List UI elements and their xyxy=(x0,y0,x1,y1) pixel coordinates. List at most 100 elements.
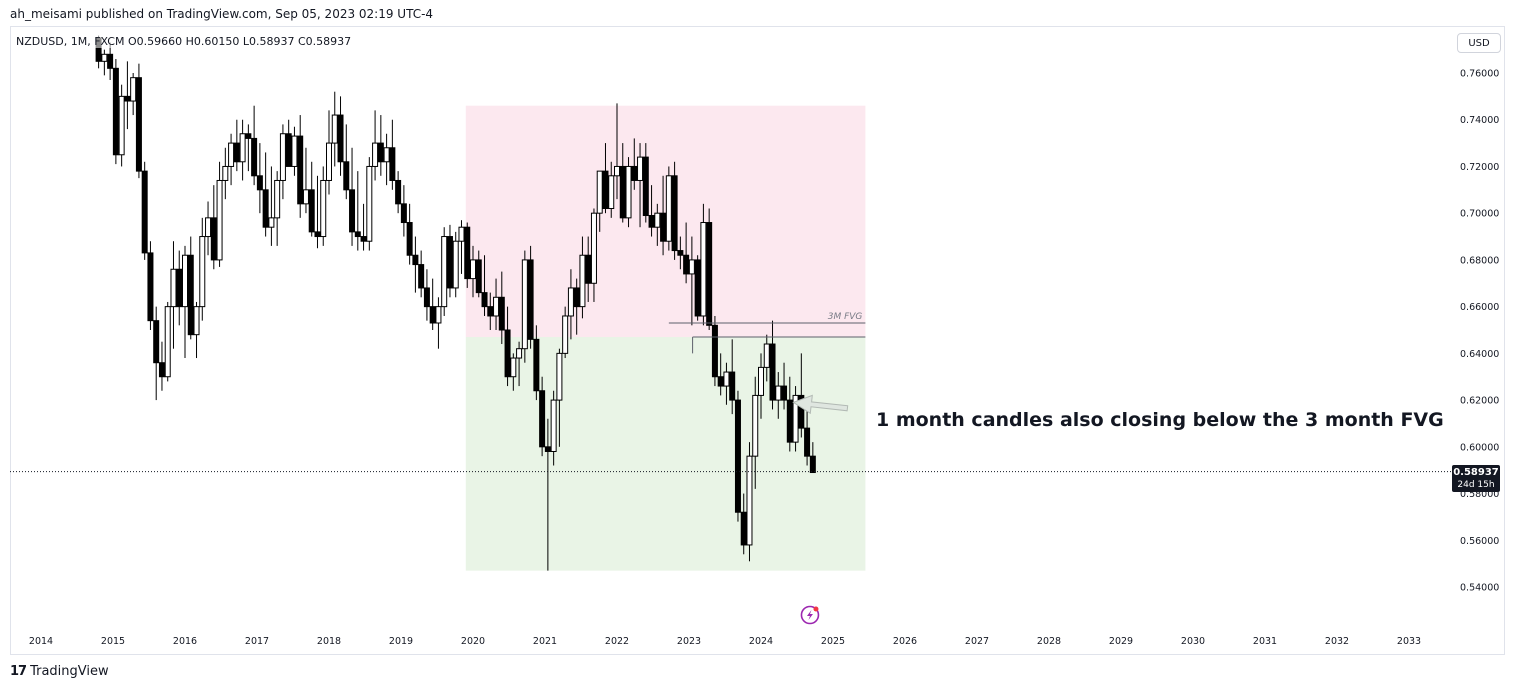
bear-candle[interactable] xyxy=(400,203,407,224)
bear-candle[interactable] xyxy=(124,95,131,102)
bear-candle[interactable] xyxy=(308,189,315,233)
bull-candle[interactable] xyxy=(118,95,125,156)
bull-candle[interactable] xyxy=(775,385,782,401)
bull-candle[interactable] xyxy=(562,315,569,354)
bear-candle[interactable] xyxy=(798,394,805,429)
bear-candle[interactable] xyxy=(619,165,626,219)
bull-candle[interactable] xyxy=(579,254,586,308)
bull-candle[interactable] xyxy=(164,306,171,378)
bear-candle[interactable] xyxy=(602,170,609,210)
bear-candle[interactable] xyxy=(464,226,471,280)
bear-candle[interactable] xyxy=(418,264,425,289)
bull-candle[interactable] xyxy=(550,399,557,452)
bear-candle[interactable] xyxy=(314,231,321,238)
bear-candle[interactable] xyxy=(539,390,546,448)
bull-candle[interactable] xyxy=(274,179,281,219)
bull-candle[interactable] xyxy=(763,343,770,368)
bull-candle[interactable] xyxy=(130,77,137,102)
bear-candle[interactable] xyxy=(141,170,148,254)
bear-candle[interactable] xyxy=(158,362,165,378)
bull-candle[interactable] xyxy=(746,455,753,546)
bear-candle[interactable] xyxy=(694,259,701,317)
bull-candle[interactable] xyxy=(199,236,206,308)
bull-candle[interactable] xyxy=(614,165,620,177)
bull-candle[interactable] xyxy=(590,212,597,284)
bear-candle[interactable] xyxy=(769,343,776,401)
bull-candle[interactable] xyxy=(510,357,517,378)
symbol-legend[interactable]: NZDUSD, 1M, FXCM O0.59660 H0.60150 L0.58… xyxy=(14,35,352,48)
bull-candle[interactable] xyxy=(758,366,764,396)
bear-candle[interactable] xyxy=(671,175,678,252)
bear-candle[interactable] xyxy=(360,236,367,242)
bear-candle[interactable] xyxy=(804,427,811,457)
bear-candle[interactable] xyxy=(786,399,793,443)
bull-candle[interactable] xyxy=(752,394,759,457)
bull-candle[interactable] xyxy=(596,170,603,214)
bull-candle[interactable] xyxy=(625,165,632,219)
bull-candle[interactable] xyxy=(792,394,799,443)
bear-candle[interactable] xyxy=(285,133,292,167)
bear-candle[interactable] xyxy=(527,259,534,340)
bear-candle[interactable] xyxy=(660,212,667,242)
bear-candle[interactable] xyxy=(481,292,488,308)
bull-candle[interactable] xyxy=(637,156,644,181)
bear-candle[interactable] xyxy=(389,147,396,181)
bull-candle[interactable] xyxy=(372,142,379,167)
bull-candle[interactable] xyxy=(608,175,615,210)
bear-candle[interactable] xyxy=(354,231,361,238)
bull-candle[interactable] xyxy=(383,147,390,163)
chart-frame[interactable] xyxy=(10,26,1505,655)
bear-candle[interactable] xyxy=(717,376,724,387)
bull-candle[interactable] xyxy=(216,179,223,261)
bull-candle[interactable] xyxy=(458,226,465,242)
bear-candle[interactable] xyxy=(729,371,736,401)
bear-candle[interactable] xyxy=(475,259,482,294)
bear-candle[interactable] xyxy=(343,161,350,191)
bear-candle[interactable] xyxy=(377,142,384,163)
bear-candle[interactable] xyxy=(781,385,788,401)
bear-candle[interactable] xyxy=(533,338,540,392)
bull-candle[interactable] xyxy=(291,135,298,167)
bear-candle[interactable] xyxy=(176,268,183,308)
bull-candle[interactable] xyxy=(193,306,200,336)
bear-candle[interactable] xyxy=(395,179,402,205)
bull-candle[interactable] xyxy=(567,287,574,317)
bear-candle[interactable] xyxy=(210,217,217,261)
bear-candle[interactable] xyxy=(446,236,453,289)
bear-candle[interactable] xyxy=(406,222,413,256)
bear-candle[interactable] xyxy=(135,77,142,172)
bear-candle[interactable] xyxy=(256,175,263,191)
bear-candle[interactable] xyxy=(809,455,816,474)
bear-candle[interactable] xyxy=(233,142,240,163)
bear-candle[interactable] xyxy=(711,324,718,378)
bear-candle[interactable] xyxy=(153,320,160,364)
bull-candle[interactable] xyxy=(723,371,730,387)
bull-candle[interactable] xyxy=(302,189,309,205)
bear-candle[interactable] xyxy=(297,135,304,205)
bull-candle[interactable] xyxy=(516,348,523,359)
bull-candle[interactable] xyxy=(688,259,695,275)
bear-candle[interactable] xyxy=(740,511,747,546)
bear-candle[interactable] xyxy=(504,329,511,378)
bear-candle[interactable] xyxy=(245,133,252,139)
bull-candle[interactable] xyxy=(182,254,188,308)
bear-candle[interactable] xyxy=(706,222,713,326)
tradingview-logo[interactable]: 17 TradingView xyxy=(10,664,109,679)
bear-candle[interactable] xyxy=(498,296,505,331)
bull-candle[interactable] xyxy=(228,142,235,167)
bull-candle[interactable] xyxy=(320,179,327,238)
bear-candle[interactable] xyxy=(648,215,655,228)
bear-candle[interactable] xyxy=(251,137,258,177)
bull-candle[interactable] xyxy=(331,114,338,144)
bear-candle[interactable] xyxy=(683,254,690,275)
bear-candle[interactable] xyxy=(412,254,419,266)
bull-candle[interactable] xyxy=(239,133,246,163)
bull-candle[interactable] xyxy=(654,212,661,228)
bear-candle[interactable] xyxy=(734,399,741,513)
bear-candle[interactable] xyxy=(112,67,119,156)
bull-candle[interactable] xyxy=(101,53,108,62)
bear-candle[interactable] xyxy=(107,53,114,69)
bull-candle[interactable] xyxy=(279,133,286,181)
bull-candle[interactable] xyxy=(493,296,500,317)
